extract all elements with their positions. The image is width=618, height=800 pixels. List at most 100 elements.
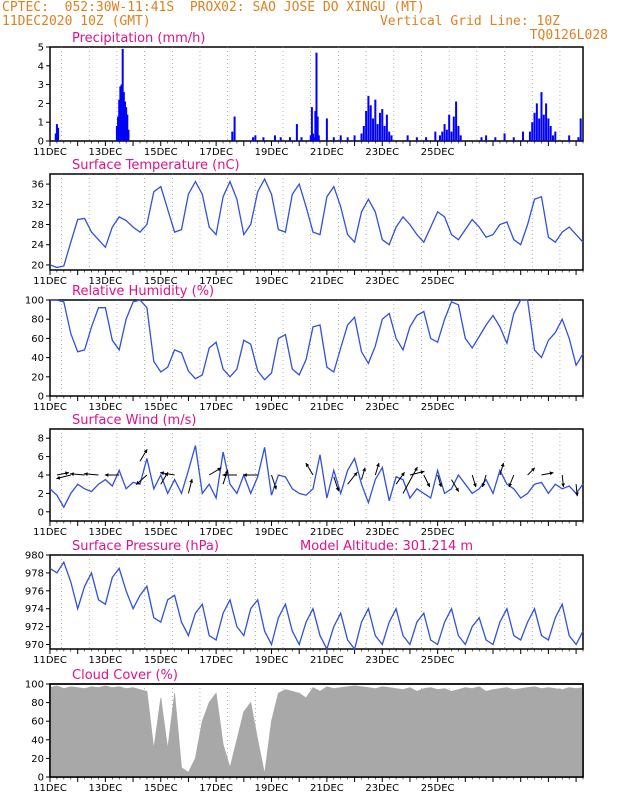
- precip-bar: [494, 137, 497, 141]
- precip-bar: [362, 125, 365, 141]
- precip-ytick-label: 3: [38, 80, 44, 91]
- precip-bar: [369, 105, 372, 141]
- pressure-xtick-label: 23DEC: [365, 655, 399, 666]
- precip-bar: [381, 109, 384, 141]
- wind-wind-arrow-head: [426, 483, 430, 487]
- precip-bar: [119, 86, 122, 141]
- precip-bar: [57, 127, 60, 141]
- pressure-xtick-label: 17DEC: [199, 655, 233, 666]
- precip-bar: [547, 118, 550, 141]
- temp-xtick-label: 17DEC: [199, 276, 233, 287]
- cloud-ytick-label: 20: [31, 754, 44, 765]
- pressure-xtick-label: 11DEC: [33, 655, 67, 666]
- wind-wind-arrow-head: [164, 472, 168, 477]
- pressure-ytick-label: 974: [25, 604, 44, 615]
- wind-xtick-label: 17DEC: [199, 527, 233, 538]
- precip-bar: [262, 137, 265, 141]
- precip-bar: [54, 133, 57, 141]
- precip-bar: [122, 92, 125, 141]
- pressure-title: Surface Pressure (hPa): [72, 539, 219, 554]
- temp-xtick-label: 25DEC: [421, 276, 455, 287]
- precip-bar: [127, 129, 130, 141]
- precip-bar: [376, 124, 379, 141]
- precip-bar: [450, 131, 453, 141]
- wind-xtick-label: 23DEC: [365, 527, 399, 538]
- precip-bar: [445, 129, 448, 141]
- wind-wind-arrow-head: [481, 483, 486, 487]
- temp-ytick-label: 36: [31, 180, 44, 191]
- header-date: 11DEC2020 10Z (GMT): [2, 14, 151, 29]
- humidity-ytick-label: 100: [25, 296, 44, 307]
- precip-xtick-label: 15DEC: [144, 147, 178, 158]
- precip-bar: [448, 114, 451, 141]
- wind-xtick-label: 15DEC: [144, 527, 178, 538]
- cloud-xtick-label: 21DEC: [310, 783, 344, 794]
- wind-wind-arrow-head: [455, 487, 459, 492]
- precip-title: Precipitation (mm/h): [72, 31, 205, 46]
- precip-bar: [374, 99, 377, 141]
- cloud-xtick-label: 17DEC: [199, 783, 233, 794]
- temp-ytick-label: 20: [31, 260, 44, 271]
- precip-bar: [568, 135, 571, 141]
- wind-wind-arrow-head: [531, 467, 535, 472]
- wind-wind-arrow-head: [438, 483, 443, 487]
- cloud-xtick-label: 23DEC: [365, 783, 399, 794]
- pressure-ytick-label: 970: [25, 640, 44, 651]
- wind-wind-arrow-head: [305, 463, 310, 467]
- precip-bar: [310, 107, 313, 141]
- cloud-ytick-label: 100: [25, 680, 44, 691]
- precip-bar: [406, 135, 409, 141]
- precip-xtick-label: 23DEC: [365, 147, 399, 158]
- wind-wind-arrow-head: [143, 449, 148, 454]
- precip-bar: [528, 131, 531, 141]
- header-code: TQ0126L028: [529, 28, 608, 43]
- wind-title: Surface Wind (m/s): [72, 413, 196, 428]
- pressure-xtick-label: 25DEC: [421, 655, 455, 666]
- precip-bar: [452, 116, 455, 141]
- precip-bar: [295, 124, 298, 141]
- precip-bar: [313, 137, 316, 141]
- precip-bar: [535, 103, 538, 141]
- precip-bar: [390, 135, 393, 141]
- precip-bar: [438, 135, 441, 141]
- temp-ytick-label: 28: [31, 220, 44, 231]
- wind-ytick-label: 4: [38, 471, 44, 482]
- humidity-xtick-label: 17DEC: [199, 402, 233, 413]
- precip-bar: [443, 124, 446, 141]
- precip-bar: [378, 112, 381, 141]
- precip-ytick-label: 4: [38, 61, 44, 72]
- precip-bar: [425, 137, 428, 141]
- precip-bar: [312, 133, 315, 141]
- precip-bar: [503, 133, 506, 141]
- precip-bar: [346, 137, 349, 141]
- precip-bar: [480, 137, 483, 141]
- precip-bar: [552, 135, 555, 141]
- precip-bar: [118, 99, 121, 141]
- wind-xtick-label: 13DEC: [89, 527, 123, 538]
- wind-wind-arrow-head: [84, 472, 88, 476]
- wind-xtick-label: 25DEC: [421, 527, 455, 538]
- precip-bar: [545, 103, 548, 141]
- wind-xtick-label: 11DEC: [33, 527, 67, 538]
- precip-bar: [533, 112, 536, 141]
- precip-bar: [115, 125, 118, 141]
- precip-bar: [126, 114, 129, 141]
- humidity-ytick-label: 80: [31, 315, 44, 326]
- wind-wind-arrow-head: [160, 471, 164, 476]
- pressure-xtick-label: 15DEC: [144, 655, 178, 666]
- precip-ytick-label: 1: [38, 118, 44, 129]
- precip-bar: [316, 116, 319, 141]
- precip-bar: [372, 118, 375, 141]
- wind-wind-arrow-head: [362, 467, 366, 472]
- temp-xtick-label: 11DEC: [33, 276, 67, 287]
- humidity-title: Relative Humidity (%): [72, 284, 214, 299]
- humidity-xtick-label: 13DEC: [89, 402, 123, 413]
- precip-bar: [360, 133, 363, 141]
- wind-wind-arrow-head: [561, 483, 565, 487]
- temp-ytick-label: 24: [31, 240, 44, 251]
- wind-wind-arrow-head: [243, 473, 247, 477]
- wind-ytick-label: 2: [38, 489, 44, 500]
- precip-xtick-label: 19DEC: [255, 147, 289, 158]
- precip-bar: [388, 131, 391, 141]
